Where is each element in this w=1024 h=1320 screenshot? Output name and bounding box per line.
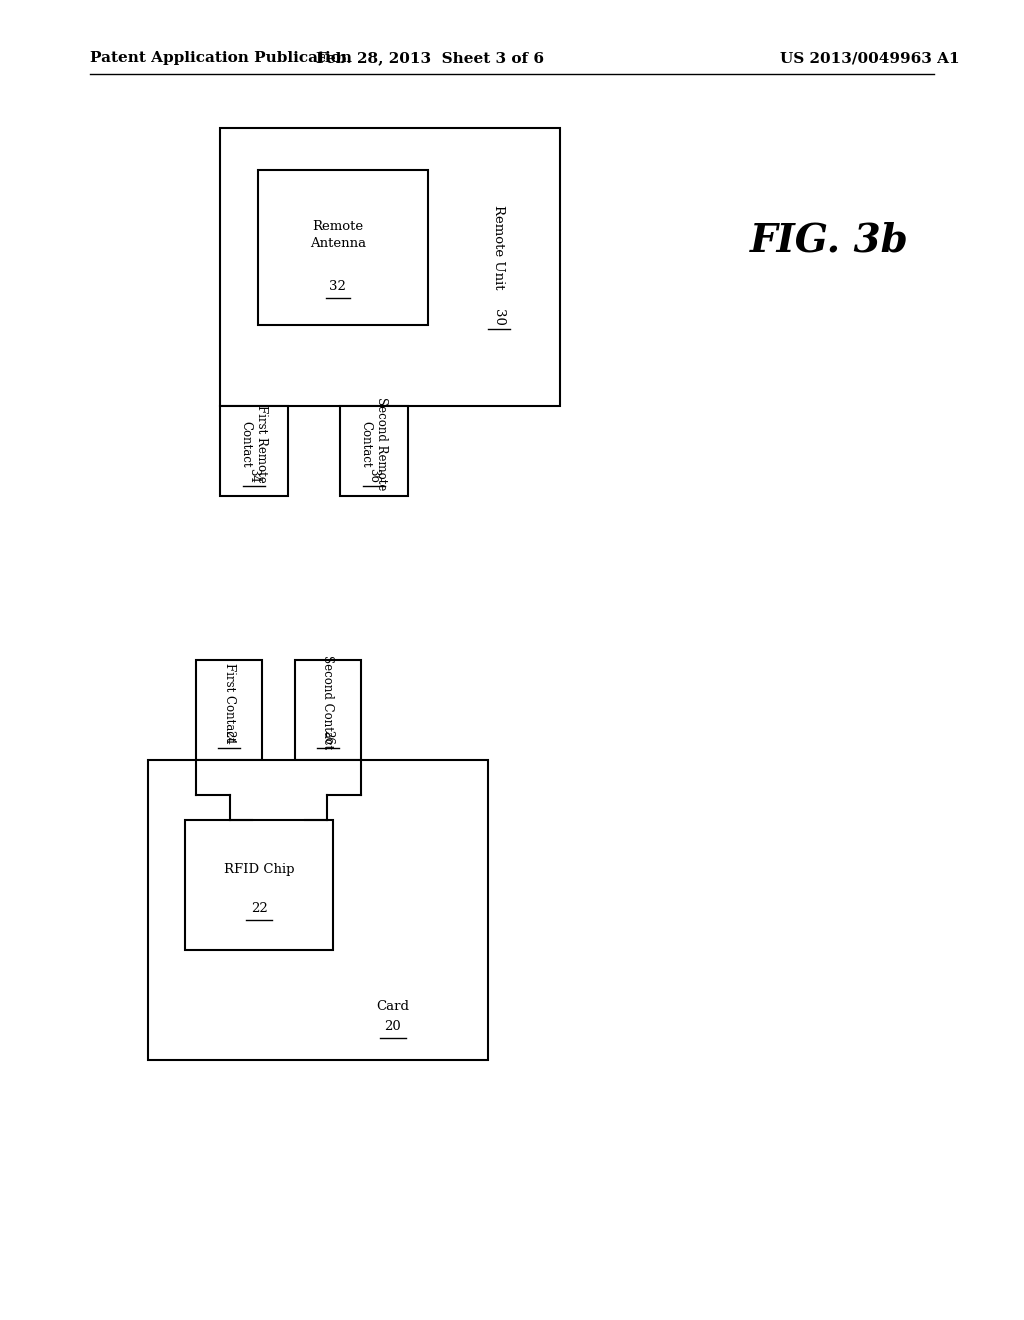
Text: Second Remote
Contact: Second Remote Contact [359, 397, 388, 491]
Text: First Remote
Contact: First Remote Contact [240, 405, 268, 483]
Text: 24: 24 [222, 730, 236, 744]
Text: 26: 26 [322, 730, 335, 744]
Bar [295, 660, 361, 760]
Bar [196, 660, 262, 760]
Bar [340, 407, 408, 496]
Text: US 2013/0049963 A1: US 2013/0049963 A1 [780, 51, 959, 65]
Bar [220, 407, 288, 496]
Text: 36: 36 [368, 467, 381, 483]
Text: FIG. 3b: FIG. 3b [750, 220, 908, 259]
Text: First Contact: First Contact [222, 663, 236, 742]
Text: 20: 20 [384, 1019, 401, 1032]
Text: Feb. 28, 2013  Sheet 3 of 6: Feb. 28, 2013 Sheet 3 of 6 [316, 51, 544, 65]
Text: 30: 30 [493, 309, 505, 326]
Text: 22: 22 [251, 902, 267, 915]
Text: 32: 32 [330, 280, 346, 293]
Text: Second Contact: Second Contact [322, 655, 335, 748]
Text: Remote Unit: Remote Unit [493, 206, 505, 290]
Bar [220, 128, 560, 407]
Bar [185, 820, 333, 950]
Text: Remote
Antenna: Remote Antenna [310, 220, 366, 249]
Text: Card: Card [376, 999, 410, 1012]
Text: Patent Application Publication: Patent Application Publication [90, 51, 352, 65]
Bar [148, 760, 488, 1060]
Text: 34: 34 [248, 467, 260, 483]
Bar [258, 170, 428, 325]
Text: RFID Chip: RFID Chip [224, 863, 294, 876]
